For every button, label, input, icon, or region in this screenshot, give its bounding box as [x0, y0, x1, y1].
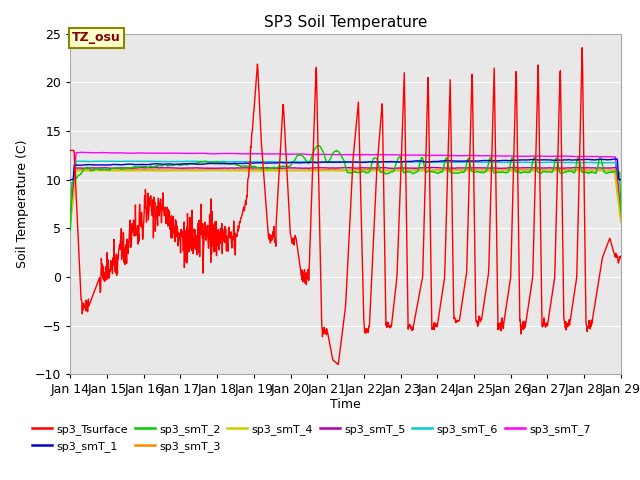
Line: sp3_smT_4: sp3_smT_4: [70, 170, 621, 222]
sp3_smT_7: [189, 151, 197, 156]
sp3_smT_4: [189, 168, 196, 174]
Y-axis label: Soil Temperature (C): Soil Temperature (C): [17, 140, 29, 268]
sp3_smT_6: [431, 159, 439, 165]
sp3_smT_4: [431, 168, 439, 174]
sp3_smT_6: [176, 158, 184, 164]
sp3_smT_5: [250, 165, 258, 171]
sp3_smT_5: [429, 165, 437, 170]
sp3_Tsurface: [504, 298, 511, 303]
sp3_smT_7: [431, 153, 439, 158]
sp3_smT_5: [189, 165, 196, 171]
sp3_smT_5: [617, 217, 625, 223]
Line: sp3_smT_2: sp3_smT_2: [70, 145, 621, 230]
sp3_smT_1: [189, 161, 196, 167]
sp3_smT_4: [617, 219, 625, 225]
sp3_smT_3: [189, 167, 196, 173]
sp3_Tsurface: [250, 102, 258, 108]
sp3_smT_5: [552, 165, 559, 171]
sp3_smT_5: [431, 165, 439, 170]
Title: SP3 Soil Temperature: SP3 Soil Temperature: [264, 15, 428, 30]
Line: sp3_smT_5: sp3_smT_5: [70, 168, 621, 220]
sp3_Tsurface: [579, 45, 586, 50]
sp3_smT_1: [431, 158, 439, 164]
sp3_smT_3: [431, 167, 439, 173]
sp3_Tsurface: [67, 147, 74, 153]
sp3_smT_7: [67, 212, 74, 218]
sp3_Tsurface: [175, 236, 183, 242]
sp3_smT_3: [617, 217, 625, 223]
sp3_smT_2: [67, 228, 74, 233]
Line: sp3_smT_1: sp3_smT_1: [70, 159, 621, 180]
sp3_smT_1: [175, 161, 183, 167]
sp3_smT_3: [175, 167, 183, 173]
sp3_smT_5: [175, 165, 183, 171]
Legend: sp3_Tsurface, sp3_smT_1, sp3_smT_2, sp3_smT_3, sp3_smT_4, sp3_smT_5, sp3_smT_6, : sp3_Tsurface, sp3_smT_1, sp3_smT_2, sp3_…: [32, 424, 591, 452]
sp3_smT_1: [617, 177, 625, 182]
sp3_smT_7: [504, 153, 511, 159]
sp3_smT_2: [189, 161, 196, 167]
sp3_Tsurface: [552, 234, 559, 240]
sp3_smT_2: [431, 169, 439, 175]
Line: sp3_smT_7: sp3_smT_7: [70, 152, 621, 215]
sp3_smT_1: [552, 157, 559, 163]
sp3_smT_2: [617, 209, 625, 215]
sp3_smT_4: [67, 219, 74, 225]
sp3_smT_6: [251, 159, 259, 165]
sp3_smT_1: [67, 177, 74, 182]
sp3_smT_4: [552, 168, 559, 174]
sp3_smT_7: [79, 149, 86, 155]
sp3_smT_6: [504, 159, 511, 165]
sp3_Tsurface: [334, 361, 342, 367]
sp3_smT_4: [175, 168, 183, 174]
sp3_smT_2: [504, 169, 511, 175]
sp3_smT_6: [552, 159, 559, 165]
sp3_smT_1: [612, 156, 620, 162]
sp3_smT_6: [189, 158, 197, 164]
sp3_smT_2: [175, 162, 183, 168]
sp3_smT_6: [67, 216, 74, 222]
sp3_smT_1: [250, 160, 258, 166]
sp3_smT_2: [552, 156, 559, 162]
sp3_smT_7: [176, 150, 184, 156]
sp3_Tsurface: [617, 255, 625, 261]
sp3_smT_6: [617, 213, 625, 219]
sp3_smT_6: [75, 158, 83, 164]
sp3_smT_5: [504, 165, 511, 171]
Line: sp3_smT_6: sp3_smT_6: [70, 161, 621, 219]
sp3_smT_5: [67, 217, 74, 223]
sp3_smT_3: [503, 167, 511, 173]
sp3_smT_3: [552, 167, 559, 172]
sp3_smT_2: [314, 142, 322, 148]
Text: TZ_osu: TZ_osu: [72, 31, 121, 44]
sp3_smT_3: [67, 221, 74, 227]
sp3_smT_7: [251, 151, 259, 156]
sp3_smT_4: [504, 168, 511, 174]
sp3_smT_7: [552, 153, 559, 159]
X-axis label: Time: Time: [330, 398, 361, 411]
sp3_smT_4: [250, 168, 258, 174]
sp3_smT_3: [250, 167, 258, 173]
sp3_smT_1: [503, 157, 511, 163]
sp3_smT_7: [617, 210, 625, 216]
sp3_Tsurface: [189, 226, 196, 232]
sp3_smT_4: [413, 168, 420, 173]
Line: sp3_Tsurface: sp3_Tsurface: [70, 48, 621, 364]
sp3_smT_3: [552, 167, 560, 172]
Line: sp3_smT_3: sp3_smT_3: [70, 169, 621, 224]
sp3_smT_2: [250, 164, 258, 170]
sp3_Tsurface: [431, 321, 439, 327]
